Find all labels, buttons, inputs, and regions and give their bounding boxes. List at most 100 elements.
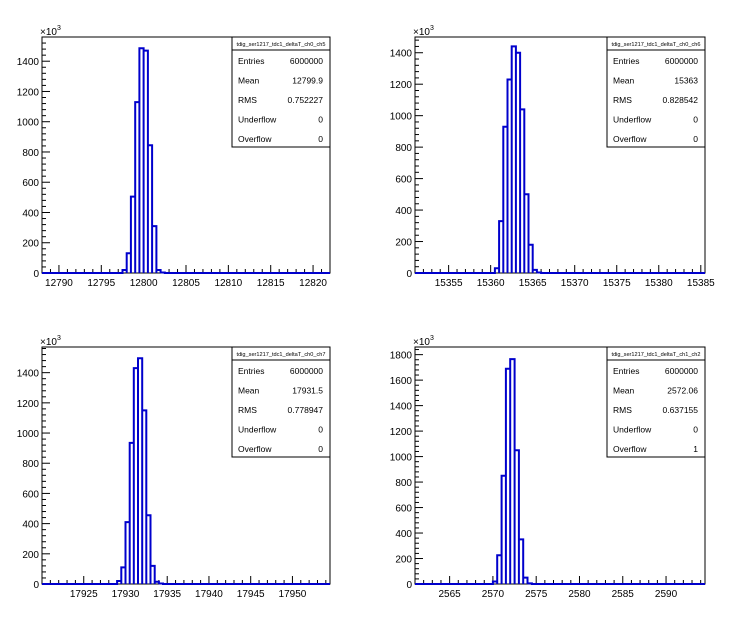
x-tick-label: 12795 (87, 278, 115, 289)
y-tick-label: 1400 (390, 49, 413, 60)
y-tick-label: 800 (395, 478, 412, 489)
histogram-bin (503, 127, 507, 273)
histogram-bin (523, 578, 527, 584)
stats-rms-label: RMS (238, 95, 257, 105)
y-tick-label: 0 (33, 580, 39, 591)
stats-underflow-value: 0 (693, 115, 698, 125)
x-tick-label: 15375 (603, 278, 631, 289)
x-tick-label: 2585 (612, 589, 635, 600)
stats-rms-value: 0.752227 (288, 95, 324, 105)
stats-underflow-label: Underflow (613, 115, 652, 125)
histogram-bin (524, 194, 528, 273)
stats-box (231, 346, 331, 458)
histogram-bin (519, 539, 523, 584)
stats-title: tdig_ser1217_tdc1_deltaT_ch0_ch7 (237, 352, 326, 358)
histogram-bin (528, 583, 532, 584)
histogram-panel-4: ×103 0 200 400 600 800 1000 1200 1400 1600 1800 256… (390, 335, 706, 600)
stats-mean-label: Mean (238, 386, 260, 396)
axis-exponent-label: ×103 (413, 335, 434, 348)
stats-title: tdig_ser1217_tdc1_deltaT_ch1_ch2 (612, 352, 701, 358)
histogram-bin (497, 555, 501, 584)
stats-entries-value: 6000000 (665, 366, 698, 376)
histogram-bin (507, 79, 511, 273)
histogram-panel-3: ×103 0 200 400 600 800 1000 1200 1400 17925 17930 1… (17, 335, 331, 600)
y-tick-label: 200 (22, 550, 39, 561)
histogram-bin (515, 450, 519, 584)
stats-mean-label: Mean (613, 76, 635, 86)
histogram-panel-1: ×103 0 200 400 600 800 1000 1200 1400 12790 12795 1… (17, 25, 331, 289)
y-tick-label: 200 (395, 555, 412, 566)
x-tick-label: 2575 (525, 589, 548, 600)
stats-overflow-label: Overflow (613, 134, 647, 144)
stats-mean-value: 12799.9 (292, 76, 323, 86)
stats-underflow-label: Underflow (238, 115, 277, 125)
y-tick-label: 400 (22, 520, 39, 531)
histogram-bin (502, 476, 506, 584)
x-tick-label: 17940 (195, 589, 223, 600)
histogram-line (42, 47, 330, 274)
histogram-bin (152, 226, 156, 273)
stats-rms-label: RMS (613, 95, 632, 105)
stats-underflow-label: Underflow (613, 425, 652, 435)
y-tick-label: 800 (22, 459, 39, 470)
histogram-bin (146, 515, 150, 584)
y-tick-label: 800 (395, 143, 412, 154)
histogram-bin (512, 46, 516, 273)
y-tick-label: 1000 (390, 453, 413, 464)
x-tick-label: 2580 (568, 589, 591, 600)
stats-box (606, 346, 706, 458)
stats-mean-value: 15363 (674, 76, 698, 86)
axis-exponent-label: ×103 (40, 335, 61, 348)
y-tick-label: 200 (22, 239, 39, 250)
stats-overflow-value: 0 (693, 134, 698, 144)
histogram-bin (510, 359, 514, 584)
y-tick-label: 1200 (390, 80, 413, 91)
x-tick-label: 15365 (519, 278, 547, 289)
stats-entries-label: Entries (613, 56, 639, 66)
y-tick-label: 0 (33, 269, 39, 280)
y-tick-label: 800 (22, 148, 39, 159)
stats-mean-label: Mean (613, 386, 635, 396)
stats-overflow-value: 0 (318, 134, 323, 144)
y-tick-label: 1200 (17, 87, 40, 98)
y-tick-label: 1000 (17, 118, 40, 129)
y-tick-label: 1400 (390, 402, 413, 413)
histogram-bin (125, 522, 129, 584)
x-tick-label: 17925 (70, 589, 98, 600)
histogram-line (415, 45, 705, 274)
stats-underflow-value: 0 (693, 425, 698, 435)
x-tick-label: 2590 (655, 589, 678, 600)
histogram-bin (127, 253, 131, 273)
axis-exponent-label: ×103 (40, 25, 61, 38)
stats-rms-label: RMS (238, 405, 257, 415)
histogram-bin (155, 582, 159, 584)
y-tick-label: 1000 (390, 112, 413, 123)
histogram-bin (121, 567, 125, 584)
histogram-bin (135, 102, 139, 273)
y-tick-label: 600 (395, 504, 412, 515)
y-tick-label: 600 (22, 489, 39, 500)
histogram-bin (138, 358, 142, 584)
histogram-bin (533, 270, 537, 273)
y-tick-label: 0 (406, 269, 412, 280)
histogram-bin (520, 109, 524, 273)
axis-exponent-label: ×103 (413, 25, 434, 38)
x-tick-label: 2565 (439, 589, 462, 600)
histogram-bin (499, 221, 503, 273)
stats-entries-value: 6000000 (290, 366, 323, 376)
y-tick-label: 400 (395, 206, 412, 217)
x-tick-label: 17945 (237, 589, 265, 600)
histogram-bin (156, 270, 160, 273)
histogram-bin (134, 368, 138, 584)
stats-entries-label: Entries (613, 366, 639, 376)
stats-rms-label: RMS (613, 405, 632, 415)
x-tick-label: 15355 (435, 278, 463, 289)
y-tick-label: 1400 (17, 57, 40, 68)
y-tick-label: 200 (395, 238, 412, 249)
y-tick-label: 1400 (17, 369, 40, 380)
stats-overflow-label: Overflow (613, 444, 647, 454)
x-tick-label: 12805 (172, 278, 200, 289)
histogram-bin (131, 197, 135, 273)
y-tick-label: 400 (395, 529, 412, 540)
